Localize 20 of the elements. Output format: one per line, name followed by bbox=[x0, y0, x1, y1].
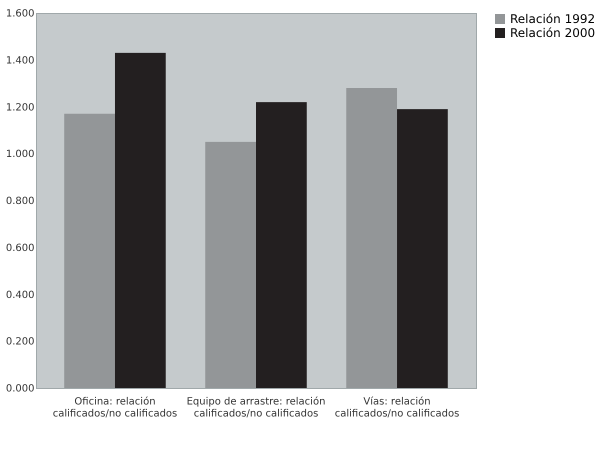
legend-label: Relación 1992 bbox=[510, 12, 596, 26]
y-tick-label: 0.600 bbox=[6, 242, 34, 254]
bar bbox=[64, 114, 115, 388]
legend-label: Relación 2000 bbox=[510, 26, 596, 40]
y-tick-label: 0.400 bbox=[6, 290, 34, 301]
y-tick-label: 1.600 bbox=[6, 8, 34, 20]
x-tick-label: Vías: relación calificados/no calificados bbox=[334, 396, 460, 420]
y-tick-label: 0.200 bbox=[6, 336, 34, 348]
bar bbox=[205, 142, 256, 388]
x-tick-label: Oficina: relación calificados/no calificados bbox=[52, 396, 178, 420]
bar bbox=[346, 88, 398, 388]
bar bbox=[397, 109, 448, 388]
bar bbox=[114, 52, 166, 388]
y-tick-label: 0.000 bbox=[6, 384, 34, 394]
y-tick-label: 1.000 bbox=[6, 149, 34, 160]
y-tick-label: 1.200 bbox=[6, 102, 34, 114]
y-tick-label: 1.400 bbox=[6, 55, 34, 66]
x-tick-label: Equipo de arrastre: relación calificados/no calificados bbox=[186, 396, 326, 420]
bar bbox=[256, 102, 307, 388]
y-tick-label: 0.800 bbox=[6, 196, 34, 207]
